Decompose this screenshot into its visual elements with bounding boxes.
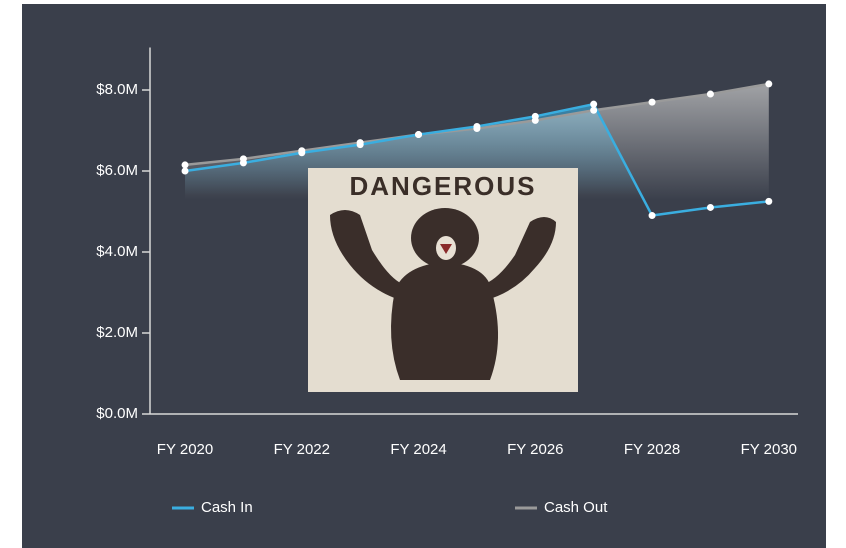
data-point (357, 139, 364, 146)
data-point (415, 131, 422, 138)
data-point (240, 155, 247, 162)
poster-image: DANGEROUS (308, 168, 578, 392)
data-point (649, 99, 656, 106)
y-tick-label: $4.0M (96, 243, 138, 260)
data-point (707, 91, 714, 98)
data-point (765, 198, 772, 205)
x-tick-label: FY 2022 (274, 441, 330, 458)
legend-label: Cash In (201, 499, 253, 516)
data-point (532, 117, 539, 124)
data-point (590, 101, 597, 108)
data-point (182, 161, 189, 168)
data-point (182, 168, 189, 175)
y-tick-label: $0.0M (96, 405, 138, 422)
data-point (649, 212, 656, 219)
x-tick-label: FY 2030 (741, 441, 797, 458)
data-point (590, 107, 597, 114)
x-tick-label: FY 2020 (157, 441, 213, 458)
y-tick-label: $2.0M (96, 324, 138, 341)
chart: DANGEROUS $0.0M $2.0M $4.0M $6.0M $8.0M FY 20… (0, 0, 846, 548)
data-point (765, 80, 772, 87)
x-tick-label: FY 2028 (624, 441, 680, 458)
data-point (298, 147, 305, 154)
x-tick-label: FY 2024 (390, 441, 446, 458)
y-tick-label: $6.0M (96, 162, 138, 179)
poster-title: DANGEROUS (349, 171, 536, 201)
y-tick-label: $8.0M (96, 81, 138, 98)
data-point (707, 204, 714, 211)
data-point (473, 125, 480, 132)
legend-label: Cash Out (544, 499, 608, 516)
x-tick-label: FY 2026 (507, 441, 563, 458)
